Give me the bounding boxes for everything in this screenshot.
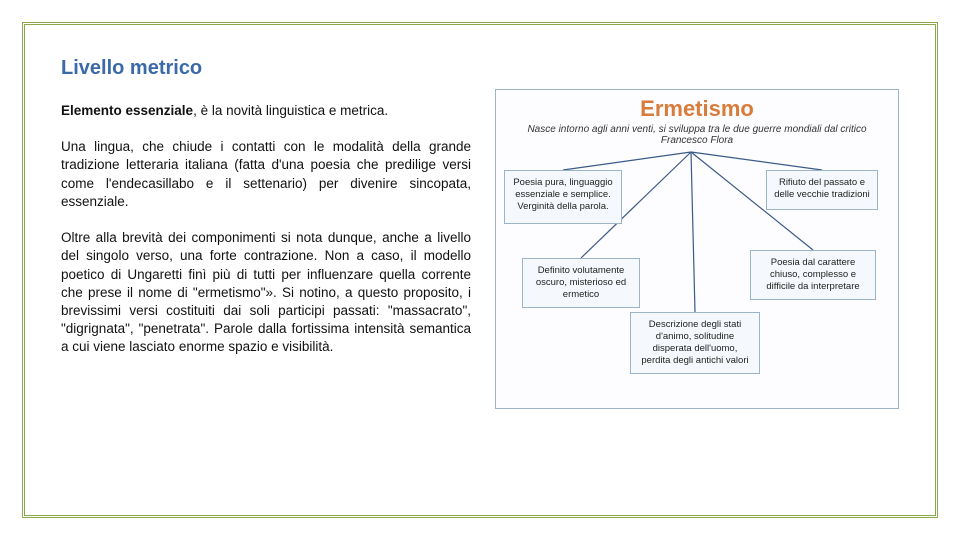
slide-frame: Livello metrico Elemento essenziale, è l… <box>22 22 938 518</box>
diagram-node: Definito volutamente oscuro, misterioso … <box>522 258 640 308</box>
diagram-subtitle: Nasce intorno agli anni venti, si svilup… <box>496 124 898 146</box>
slide: Livello metrico Elemento essenziale, è l… <box>0 0 960 540</box>
ermetismo-diagram: Ermetismo Nasce intorno agli anni venti,… <box>495 89 899 409</box>
paragraph-3: Oltre alla brevità dei componimenti si n… <box>61 229 471 357</box>
diagram-node: Poesia dal carattere chiuso, complesso e… <box>750 250 876 300</box>
diagram-node: Poesia pura, linguaggio essenziale e sem… <box>504 170 622 224</box>
diagram-column: Ermetismo Nasce intorno agli anni venti,… <box>495 57 899 483</box>
text-column: Livello metrico Elemento essenziale, è l… <box>61 57 471 483</box>
diagram-node: Rifiuto del passato e delle vecchie trad… <box>766 170 878 210</box>
diagram-node: Descrizione degli stati d'animo, solitud… <box>630 312 760 374</box>
diagram-title: Ermetismo <box>496 90 898 122</box>
section-title: Livello metrico <box>61 57 471 80</box>
paragraph-1-bold: Elemento essenziale <box>61 103 193 118</box>
paragraph-1: Elemento essenziale, è la novità linguis… <box>61 102 471 120</box>
paragraph-1-rest: , è la novità linguistica e metrica. <box>193 103 388 118</box>
paragraph-2: Una lingua, che chiude i contatti con le… <box>61 138 471 211</box>
